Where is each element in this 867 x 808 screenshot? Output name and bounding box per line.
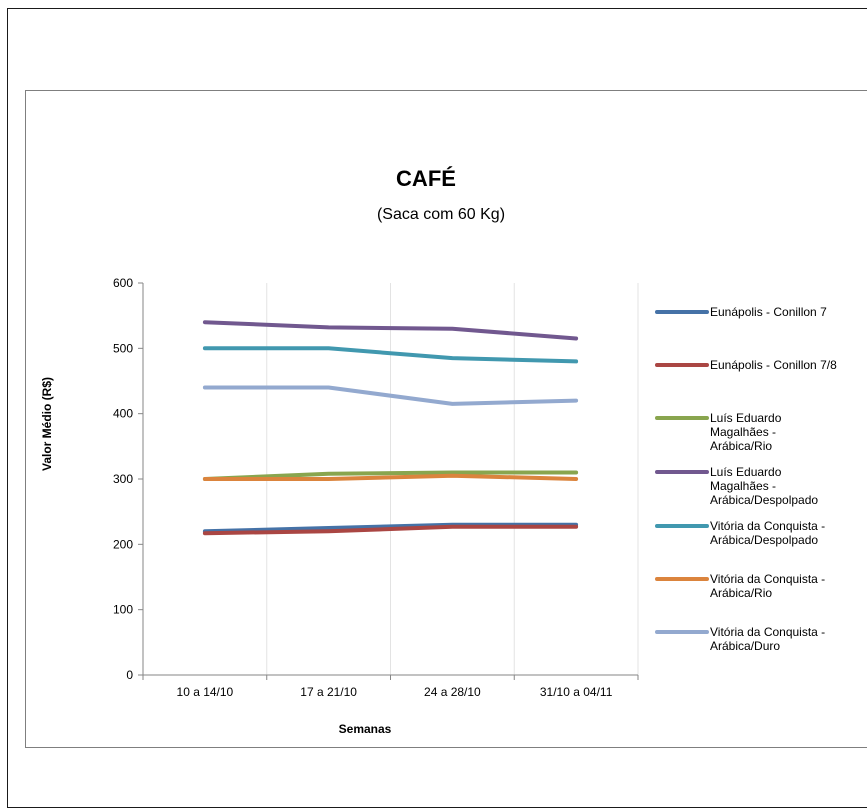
chart-area — [25, 90, 867, 748]
y-tick-label: 400 — [113, 407, 133, 421]
legend-label: Arábica/Rio — [710, 439, 772, 453]
x-tick-label: 31/10 a 04/11 — [540, 685, 613, 699]
legend-label: Magalhães - — [710, 479, 776, 493]
series-lines — [202, 320, 579, 536]
axes: 0 100 200 300 400 500 600 10 a 14/10 17 a 21/10 2… — [113, 276, 639, 699]
x-tick-label: 17 a 21/10 — [300, 685, 357, 699]
legend-item: Vitória da Conquista -Arábica/Duro — [655, 625, 825, 653]
chart-subtitle: (Saca com 60 Kg) — [377, 206, 505, 223]
y-axis-title: Valor Médio (R$) — [40, 377, 54, 471]
legend-label: Eunápolis - Conillon 7/8 — [710, 358, 837, 372]
y-tick-label: 0 — [126, 668, 133, 682]
y-tick-label: 200 — [113, 537, 133, 551]
legend-item: Eunápolis - Conillon 7/8 — [655, 358, 837, 372]
legend-item: Eunápolis - Conillon 7 — [655, 305, 827, 319]
x-tick-label: 24 a 28/10 — [424, 685, 481, 699]
legend-label: Vitória da Conquista - — [710, 519, 825, 533]
legend-label: Vitória da Conquista - — [710, 625, 825, 639]
legend-label: Arábica/Rio — [710, 586, 772, 600]
legend-label: Eunápolis - Conillon 7 — [710, 305, 827, 319]
legend-label: Arábica/Despolpado — [710, 533, 818, 547]
series-line — [202, 524, 579, 536]
legend-label: Luís Eduardo — [710, 465, 782, 479]
x-tick-label: 10 a 14/10 — [177, 685, 234, 699]
legend-label: Arábica/Duro — [710, 639, 780, 653]
y-tick-label: 600 — [113, 276, 133, 290]
legend-label: Vitória da Conquista - — [710, 572, 825, 586]
series-line — [202, 473, 579, 481]
legend: Eunápolis - Conillon 7 Eunápolis - Conill… — [655, 305, 837, 653]
series-line — [202, 470, 579, 481]
chart-title: CAFÉ — [396, 166, 456, 191]
legend-label: Magalhães - — [710, 425, 776, 439]
series-line — [202, 346, 579, 364]
y-tick-label: 500 — [113, 341, 133, 355]
y-tick-label: 100 — [113, 603, 133, 617]
x-axis-title: Semanas — [339, 722, 392, 736]
legend-item: Vitória da Conquista -Arábica/Despolpado — [655, 519, 825, 547]
legend-item: Vitória da Conquista -Arábica/Rio — [655, 572, 825, 600]
legend-label: Luís Eduardo — [710, 411, 782, 425]
series-line — [202, 385, 579, 406]
series-line — [202, 320, 579, 341]
y-tick-label: 300 — [113, 472, 133, 486]
legend-label: Arábica/Despolpado — [710, 493, 818, 507]
